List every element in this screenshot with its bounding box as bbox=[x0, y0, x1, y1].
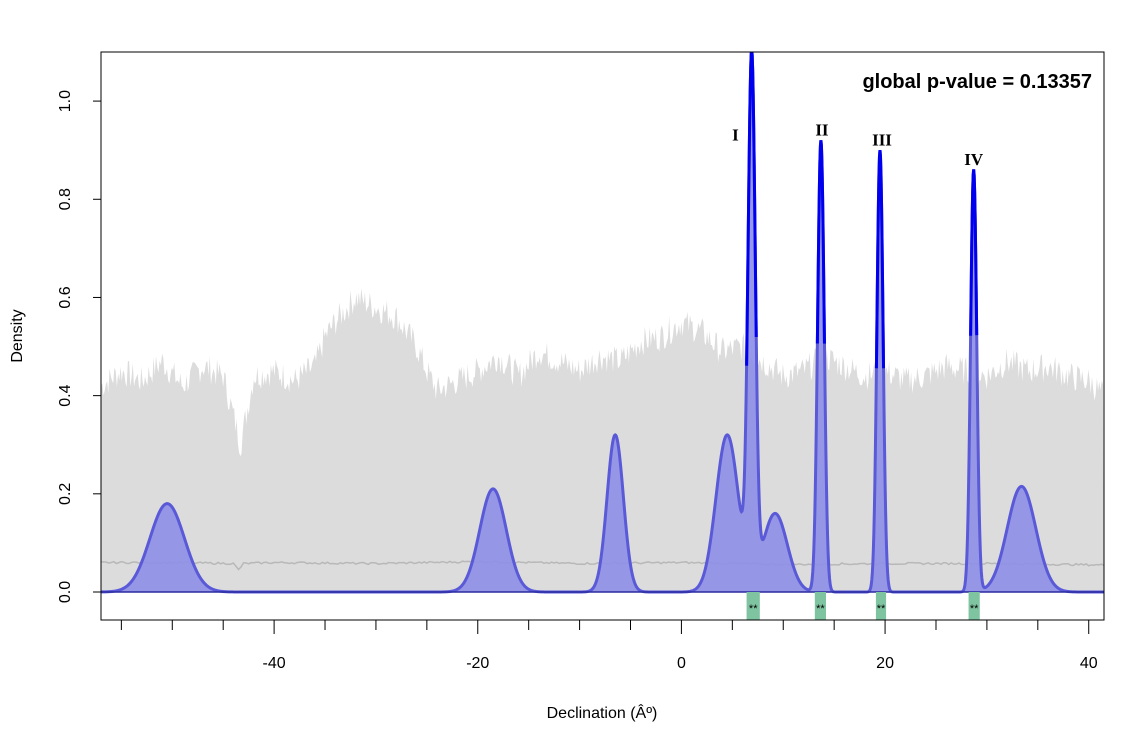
x-tick-label-2: 0 bbox=[677, 655, 686, 672]
plot-frame bbox=[100, 51, 1105, 621]
y-tick-label-1: 0.2 bbox=[57, 483, 74, 505]
y-tick-label-4: 0.8 bbox=[57, 188, 74, 210]
y-tick-label-5: 1.0 bbox=[57, 90, 74, 112]
x-axis: -40 -20 0 20 40 bbox=[120, 620, 1098, 672]
observed-density-peak-line bbox=[745, 52, 979, 369]
plot-area: ** ** ** ** bbox=[101, 52, 1104, 620]
x-tick-label-3: 20 bbox=[876, 655, 894, 672]
significant-range-2 bbox=[814, 592, 827, 620]
significance-label-2: ** bbox=[816, 603, 825, 615]
null-envelope-area bbox=[101, 288, 1104, 592]
x-tick-label-0: -40 bbox=[263, 655, 286, 672]
x-tick-label-4: 40 bbox=[1080, 655, 1098, 672]
x-tick-label-1: -20 bbox=[466, 655, 489, 672]
y-tick-label-3: 0.6 bbox=[57, 286, 74, 308]
peak-label-2: II bbox=[815, 120, 829, 139]
significant-range-3 bbox=[875, 592, 887, 620]
significance-label-4: ** bbox=[970, 603, 979, 615]
peak-label-3: III bbox=[872, 130, 892, 149]
significant-range-4 bbox=[968, 592, 980, 620]
significant-range-1 bbox=[746, 592, 760, 620]
y-axis-title: Density bbox=[9, 309, 26, 362]
peak-label-1: I bbox=[732, 125, 739, 144]
significance-label-3: ** bbox=[877, 603, 886, 615]
y-tick-label-0: 0.0 bbox=[57, 581, 74, 603]
significance-label-1: ** bbox=[749, 603, 758, 615]
global-p-value: global p-value = 0.13357 bbox=[862, 71, 1092, 93]
x-axis-title: Declination (Âº) bbox=[547, 703, 658, 722]
y-tick-label-2: 0.4 bbox=[57, 384, 74, 406]
significance-markers: ** ** ** ** bbox=[746, 592, 980, 620]
y-axis: 0.0 0.2 0.4 0.6 0.8 1.0 bbox=[57, 90, 101, 603]
peak-label-4: IV bbox=[964, 150, 984, 169]
